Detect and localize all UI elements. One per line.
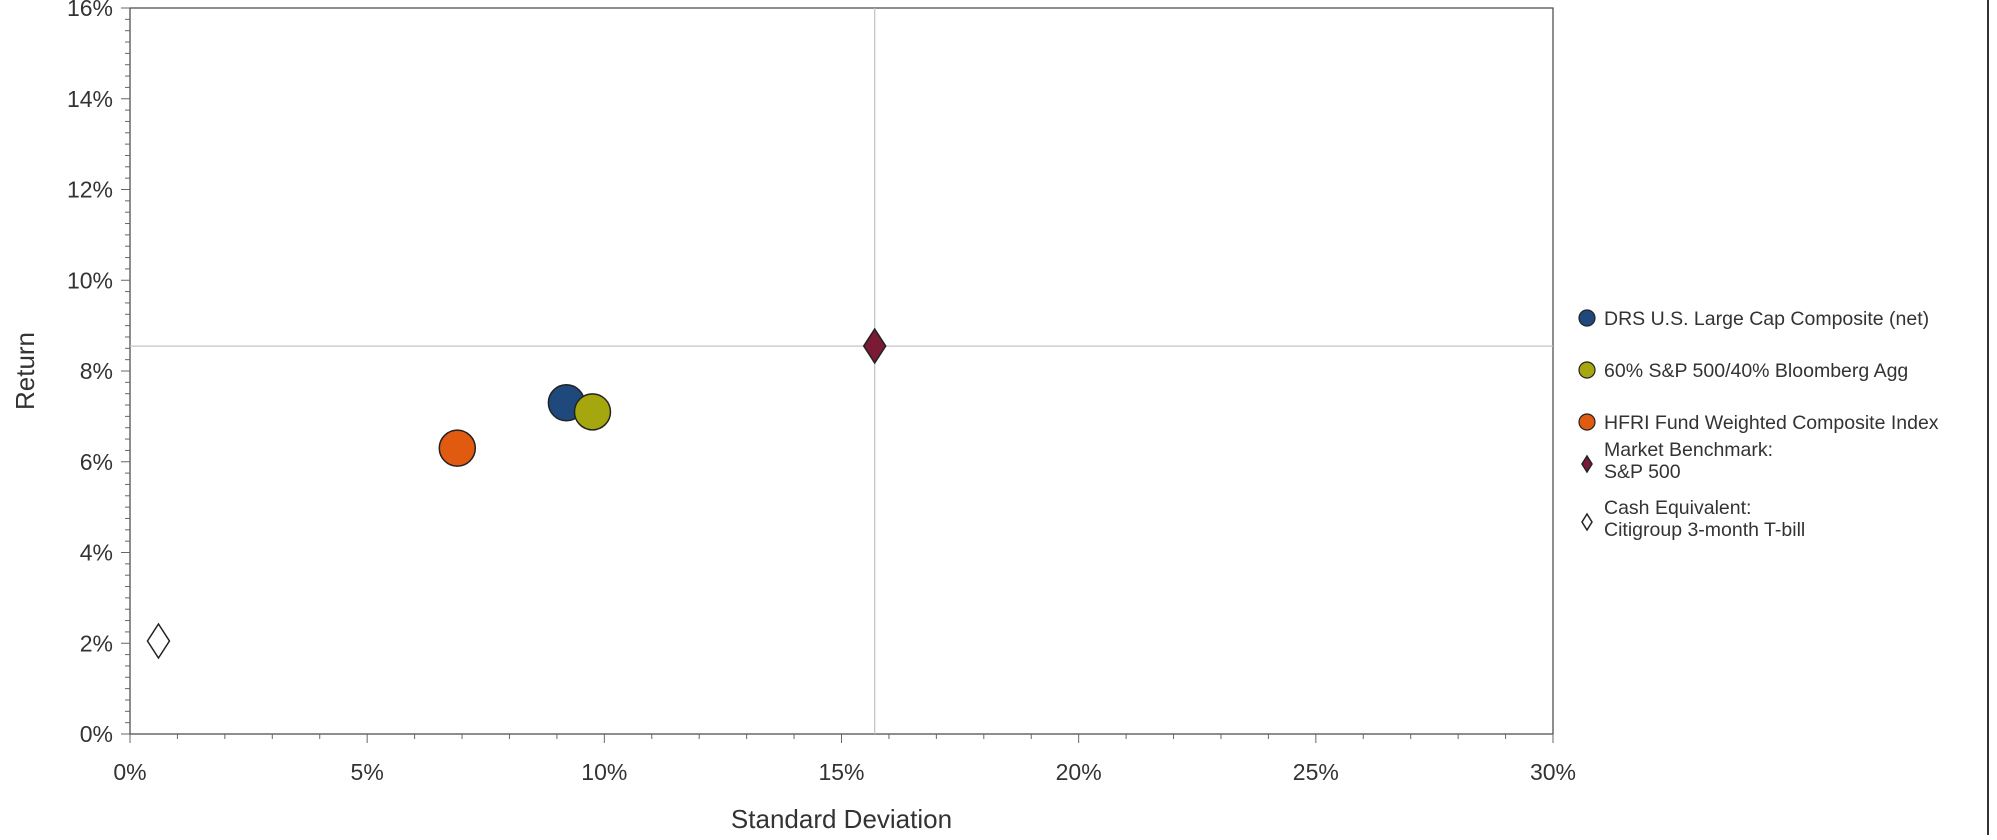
plot-frame xyxy=(129,7,1554,735)
legend-label-3: S&P 500 xyxy=(1604,461,1681,483)
legend-marker-3 xyxy=(1581,454,1593,474)
data-point-series-2 xyxy=(438,429,477,467)
legend-label-3: Market Benchmark: xyxy=(1604,439,1773,461)
legend-label-1: 60% S&P 500/40% Bloomberg Agg xyxy=(1604,360,1908,382)
x-tick-label: 5% xyxy=(351,759,384,785)
x-tick-label: 10% xyxy=(581,759,627,785)
y-tick-label: 16% xyxy=(67,0,113,21)
legend-label-0: DRS U.S. Large Cap Composite (net) xyxy=(1604,308,1929,330)
y-axis-title: Return xyxy=(10,332,40,410)
y-tick-label: 0% xyxy=(80,721,113,747)
x-tick-label: 0% xyxy=(113,759,146,785)
y-tick-label: 12% xyxy=(67,177,113,203)
y-tick-label: 10% xyxy=(67,267,113,293)
y-tick-label: 14% xyxy=(67,86,113,112)
x-tick-label: 25% xyxy=(1293,759,1339,785)
x-tick-label: 20% xyxy=(1056,759,1102,785)
data-point-series-3 xyxy=(862,327,887,365)
legend-marker-0 xyxy=(1578,309,1596,327)
x-tick-label: 15% xyxy=(818,759,864,785)
y-tick-label: 8% xyxy=(80,358,113,384)
legend-label-4: Citigroup 3-month T-bill xyxy=(1604,519,1805,541)
legend-marker-2 xyxy=(1578,413,1596,431)
legend-marker-1 xyxy=(1578,361,1596,379)
data-point-series-4 xyxy=(146,622,171,660)
x-axis-title: Standard Deviation xyxy=(731,804,952,834)
y-tick-label: 6% xyxy=(80,449,113,475)
right-border-line xyxy=(1987,0,1989,835)
legend-label-4: Cash Equivalent: xyxy=(1604,497,1751,519)
data-point-series-1 xyxy=(573,393,612,431)
y-tick-label: 4% xyxy=(80,540,113,566)
x-tick-label: 30% xyxy=(1530,759,1576,785)
legend-label-2: HFRI Fund Weighted Composite Index xyxy=(1604,412,1939,434)
legend-marker-4 xyxy=(1581,512,1593,532)
y-tick-label: 2% xyxy=(80,630,113,656)
